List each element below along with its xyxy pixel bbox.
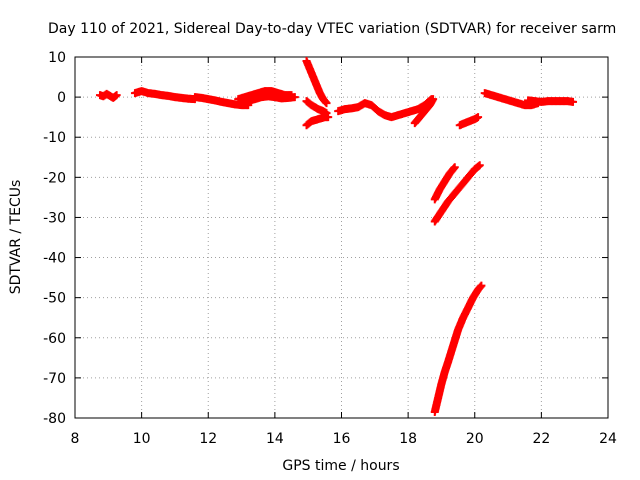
x-tick-label: 20 xyxy=(466,431,484,447)
y-tick-label: -50 xyxy=(43,291,66,307)
data-points xyxy=(95,57,578,416)
data-point xyxy=(429,95,438,104)
data-point xyxy=(475,161,484,170)
x-tick-label: 10 xyxy=(133,431,151,447)
data-point xyxy=(569,97,578,106)
x-axis-label: GPS time / hours xyxy=(282,458,399,474)
y-tick-label: -30 xyxy=(43,210,66,226)
data-point xyxy=(450,163,459,172)
x-tick-label: 12 xyxy=(199,431,217,447)
data-point xyxy=(322,99,331,108)
y-tick-label: -60 xyxy=(43,331,66,347)
x-tick-label: 16 xyxy=(333,431,351,447)
y-tick-label: -40 xyxy=(43,251,66,267)
y-tick-label: 0 xyxy=(57,90,66,106)
y-tick-label: -10 xyxy=(43,130,66,146)
y-tick-label: -70 xyxy=(43,371,66,387)
y-axis-label: SDTVAR / TECUs xyxy=(8,180,24,295)
x-tick-label: 14 xyxy=(266,431,284,447)
x-tick-label: 24 xyxy=(599,431,617,447)
data-point xyxy=(112,91,121,100)
x-tick-label: 22 xyxy=(532,431,550,447)
y-tick-label: -80 xyxy=(43,411,66,427)
data-point xyxy=(290,93,299,102)
data-point xyxy=(474,113,483,122)
data-point xyxy=(324,113,333,122)
y-tick-label: 10 xyxy=(48,50,66,66)
x-tick-label: 18 xyxy=(399,431,417,447)
axis-ticks: 8 10 12 14 16 18 20 22 24 10 0 -10 -20 -30 -40 -50 -60 -7… xyxy=(43,50,617,447)
x-tick-label: 8 xyxy=(71,431,80,447)
chart-title: Day 110 of 2021, Sidereal Day-to-day VTE… xyxy=(48,21,616,37)
data-point xyxy=(477,281,486,290)
y-tick-label: -20 xyxy=(43,170,66,186)
